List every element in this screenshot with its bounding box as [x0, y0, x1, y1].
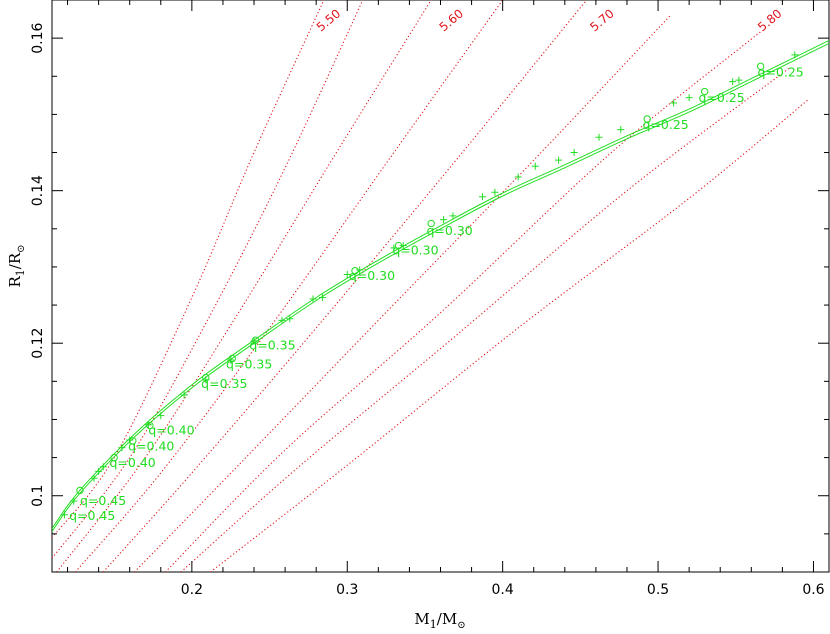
- contour-lines: [52, 0, 810, 572]
- circle-marker: [351, 267, 359, 275]
- contour-line-5: [102, 0, 588, 572]
- plus-marker: [399, 242, 407, 250]
- plus-marker: [729, 78, 737, 86]
- plus-marker: [318, 293, 326, 301]
- contour-line-3: [56, 0, 432, 572]
- circle-marker: [643, 115, 651, 123]
- plus-marker: [278, 316, 286, 324]
- contour-line-2: [52, 0, 364, 559]
- y-tick-label: 0.16: [30, 22, 46, 53]
- x-tick-label: 0.4: [492, 582, 514, 598]
- circle-marker: [251, 336, 260, 344]
- plus-marker: [180, 391, 188, 399]
- plus-marker: [514, 173, 522, 181]
- q-label: q=0.25: [643, 117, 689, 132]
- x-tick-label: 0.6: [802, 582, 824, 598]
- y-tick-label: 0.14: [30, 175, 46, 206]
- contour-label: 5.70: [587, 6, 616, 34]
- circle-marker: [110, 453, 118, 462]
- y-axis-label-main: R: [6, 276, 24, 288]
- contour-line-7: [165, 30, 763, 572]
- plus-marker: [685, 94, 693, 102]
- plus-marker: [478, 193, 486, 201]
- x-tick-label: 0.5: [647, 582, 669, 598]
- contour-line-6: [134, 14, 671, 572]
- plus-marker: [227, 356, 235, 364]
- y-axis-label: R1/R⊙: [6, 244, 27, 287]
- plus-marker: [60, 511, 68, 519]
- plus-marker: [791, 51, 799, 59]
- plus-marker: [343, 271, 351, 279]
- x-axis-label-main: M: [414, 610, 429, 628]
- circle-marker: [427, 219, 435, 228]
- q-label: q=0.25: [758, 64, 804, 79]
- x-axis-label-slash: /M: [437, 610, 457, 628]
- x-tick-label: 0.2: [181, 582, 203, 598]
- q-label: q=0.40: [148, 423, 194, 438]
- contour-label: 5.60: [437, 6, 466, 34]
- contour-label: 5.80: [755, 6, 784, 34]
- marker-layer: [60, 51, 799, 519]
- plus-marker: [555, 156, 563, 164]
- y-axis-label-sub: 1: [14, 269, 27, 276]
- q-label: q=0.30: [349, 268, 395, 283]
- contour-label: 5.50: [314, 6, 343, 34]
- axis-ticks: 0.2 0.3 0.4 0.5 0.6 0.1 0.12 0.14 0.16: [30, 0, 829, 598]
- contour-line-8: [180, 68, 789, 572]
- y-axis-label-sun: ⊙: [16, 244, 27, 252]
- circle-marker: [202, 373, 210, 382]
- plot-frame: [51, 0, 830, 573]
- plus-marker: [356, 266, 364, 274]
- q-label: q=0.35: [249, 337, 295, 352]
- q-label: q=0.30: [427, 223, 473, 238]
- circle-marker: [129, 437, 137, 445]
- contour-line-1: [52, 0, 325, 539]
- y-axis-label-slash: /R: [6, 252, 24, 269]
- circle-marker: [700, 87, 709, 96]
- circle-marker: [228, 354, 236, 363]
- circle-marker: [394, 241, 403, 250]
- plus-marker: [95, 467, 103, 475]
- q-label: q=0.35: [201, 376, 247, 391]
- plus-marker: [70, 497, 78, 505]
- q-label: q=0.45: [80, 493, 126, 508]
- y-tick-label: 0.12: [30, 328, 46, 359]
- x-axis-label-sun: ⊙: [457, 620, 465, 631]
- plus-marker: [531, 162, 539, 170]
- q-label: q=0.25: [698, 90, 744, 105]
- q-label: q=0.30: [392, 243, 438, 258]
- plus-marker: [595, 133, 603, 141]
- plus-marker: [286, 315, 294, 323]
- contour-line-4: [74, 0, 504, 572]
- circle-marker: [146, 421, 154, 430]
- main-curve-upper: [52, 39, 830, 529]
- contour-line-9: [210, 98, 810, 572]
- plus-marker: [570, 149, 578, 157]
- plus-marker: [157, 412, 165, 420]
- main-curve-layer: [52, 39, 830, 532]
- x-axis-label: M1/M⊙: [414, 610, 465, 631]
- plus-marker: [118, 444, 126, 452]
- q-label: q=0.40: [109, 455, 155, 470]
- y-tick-label: 0.1: [30, 485, 46, 507]
- annotation-layer: 5.50 5.60 5.70 5.80q=0.45q=0.45q=0.40q=0.40…: [69, 6, 804, 523]
- plus-marker: [670, 99, 678, 107]
- q-label: q=0.45: [69, 508, 115, 523]
- plus-marker: [90, 474, 98, 482]
- x-axis-label-sub: 1: [430, 618, 437, 631]
- q-label: q=0.35: [226, 356, 272, 371]
- plus-marker: [309, 295, 317, 303]
- plus-marker: [735, 76, 743, 84]
- plus-marker: [449, 212, 457, 220]
- plus-marker: [440, 216, 448, 224]
- plus-marker: [617, 126, 625, 134]
- plus-marker: [491, 188, 499, 196]
- q-label: q=0.40: [128, 439, 174, 454]
- plus-marker: [99, 463, 107, 471]
- circle-marker: [756, 62, 765, 71]
- x-tick-label: 0.3: [336, 582, 358, 598]
- circle-marker: [76, 486, 84, 495]
- main-curve-lower: [52, 42, 830, 532]
